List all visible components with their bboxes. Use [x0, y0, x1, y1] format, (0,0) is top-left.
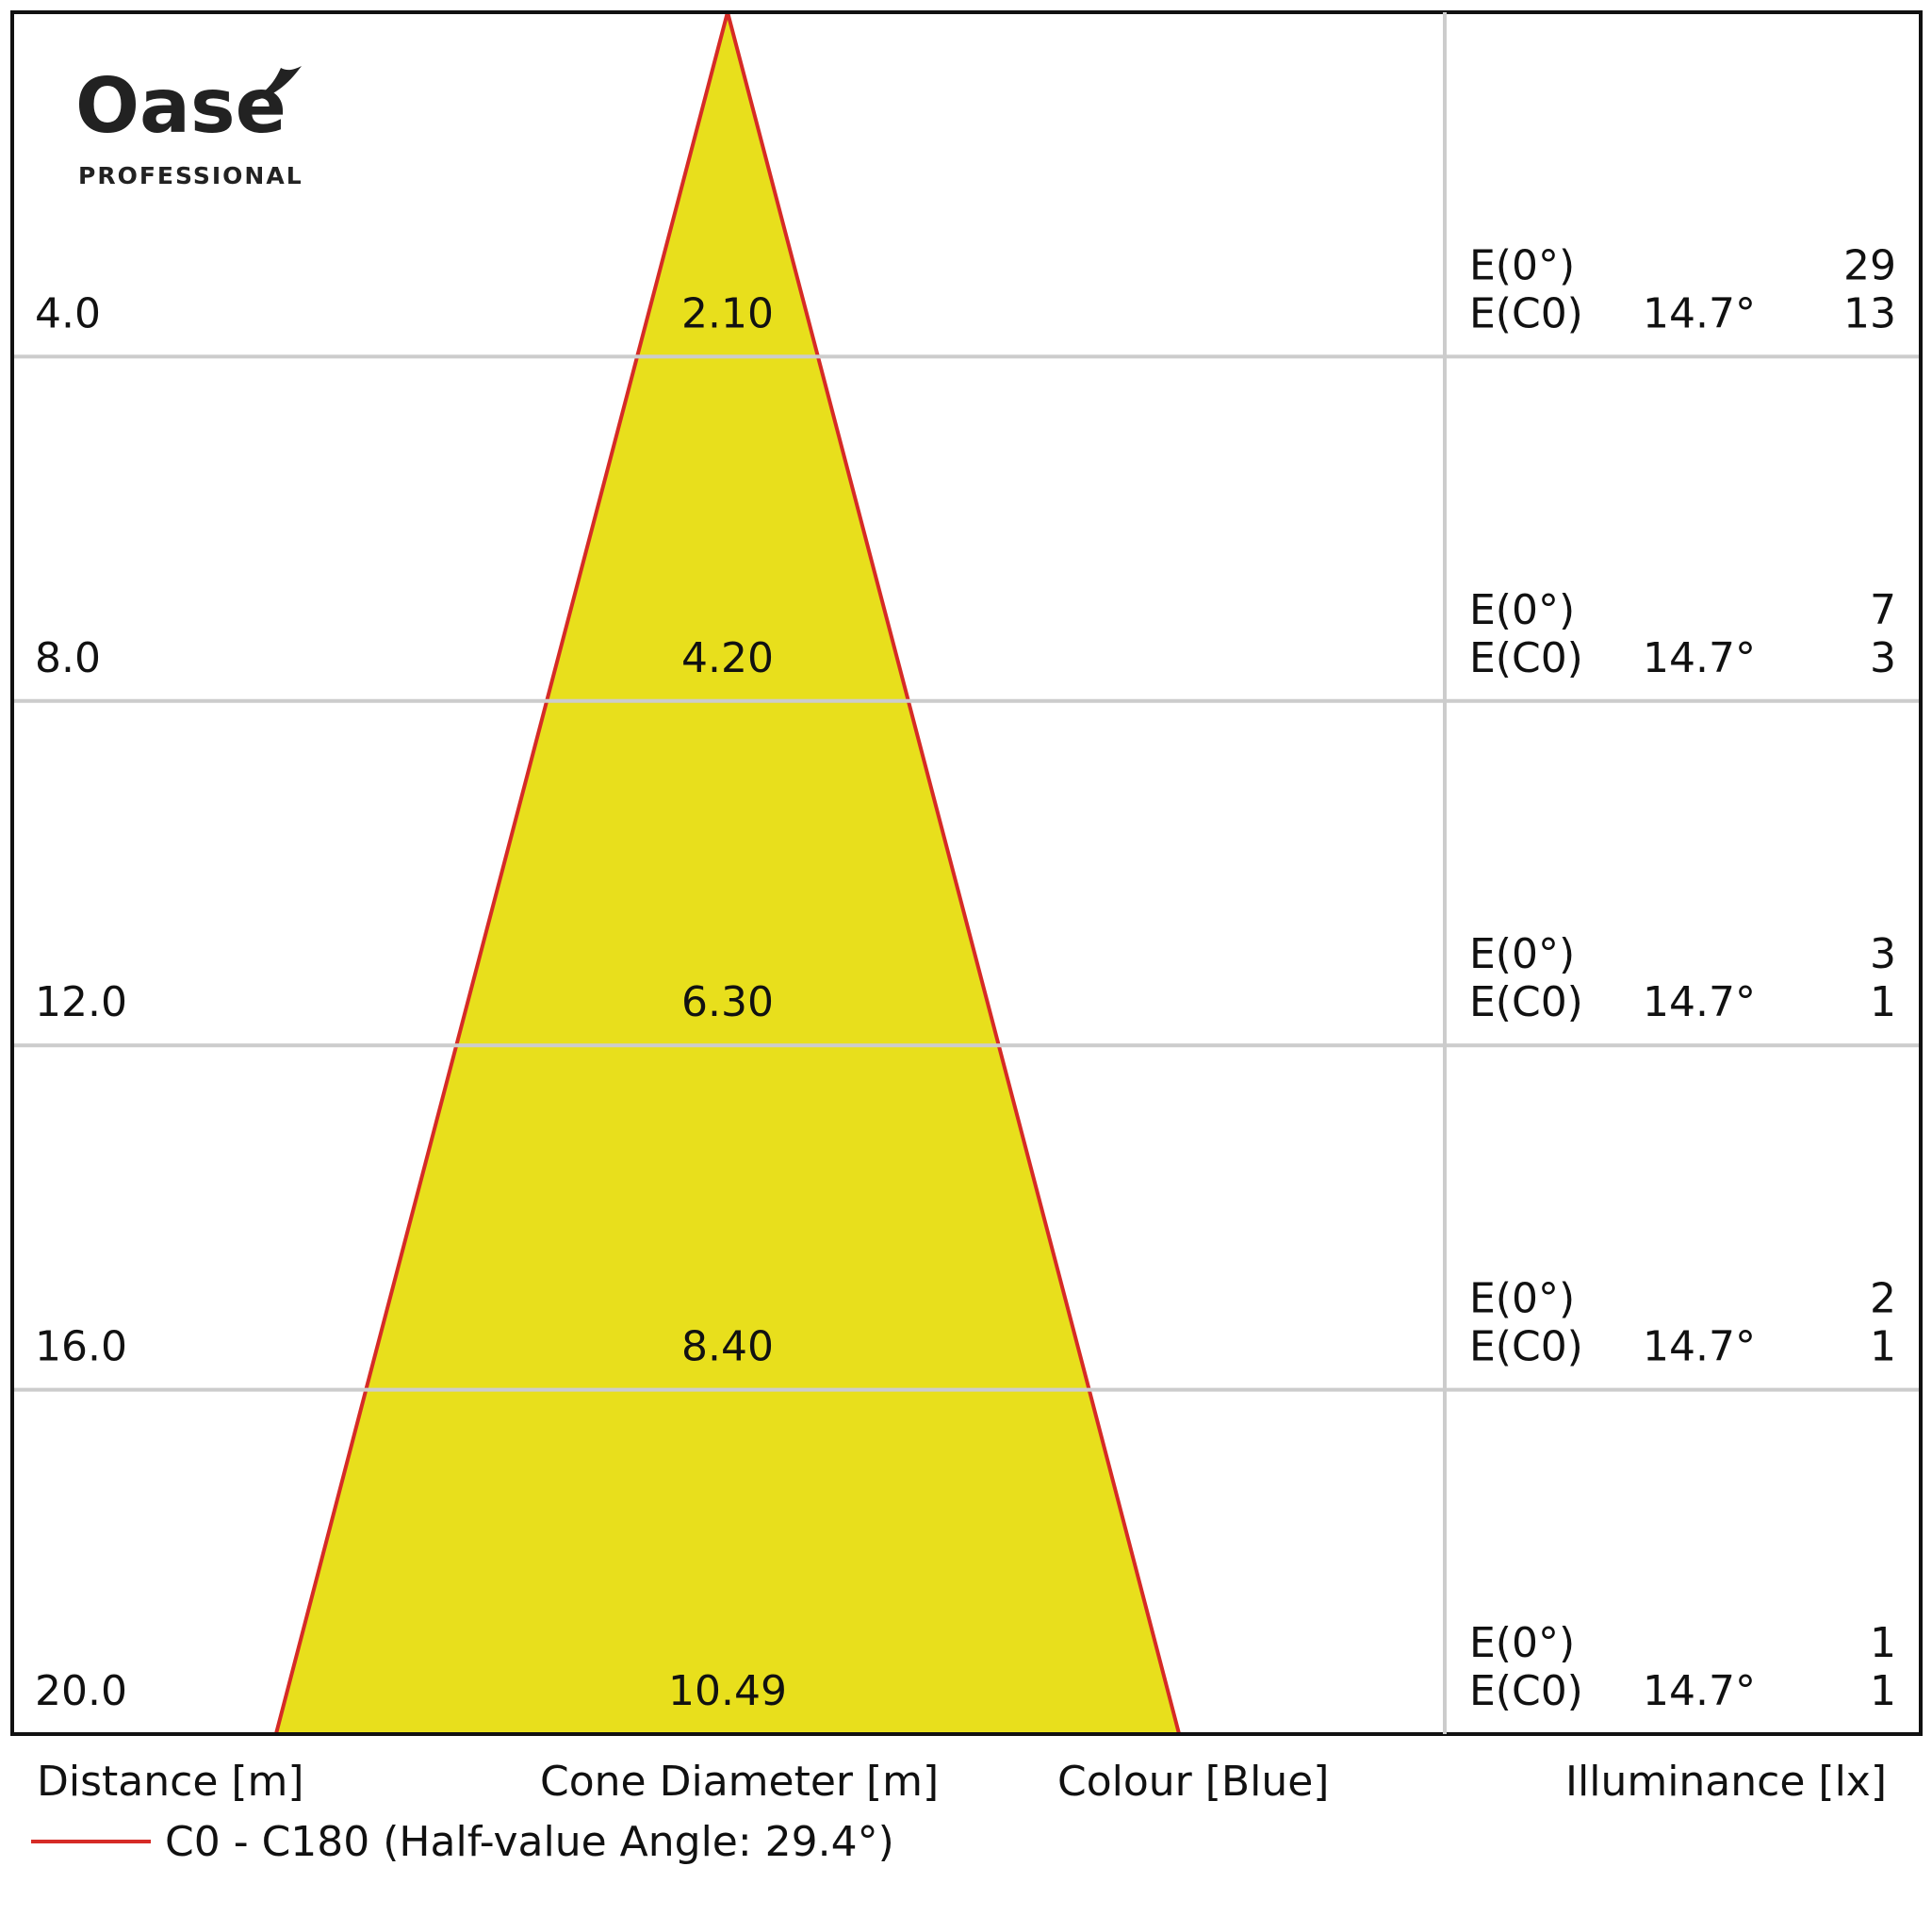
diameter-label: 6.30 — [681, 978, 774, 1026]
footer-label: Illuminance [lx] — [1565, 1758, 1887, 1806]
diameter-label: 4.20 — [681, 634, 774, 682]
e0-value: 3 — [1870, 930, 1896, 978]
grid-layer — [12, 354, 1921, 1392]
angle-label: 14.7° — [1643, 289, 1756, 337]
distance-label: 8.0 — [35, 634, 101, 682]
angle-label: 14.7° — [1643, 978, 1756, 1026]
e0-label: E(0°) — [1469, 1275, 1575, 1323]
angle-label: 14.7° — [1643, 634, 1756, 682]
e0-label: E(0°) — [1469, 586, 1575, 634]
frame — [10, 10, 1923, 1736]
footer-label: Cone Diameter [m] — [540, 1758, 939, 1806]
ec0-value: 1 — [1870, 1323, 1896, 1371]
e0-value: 7 — [1870, 586, 1896, 634]
logo-swoosh — [247, 66, 302, 102]
diameter-label: 10.49 — [668, 1667, 787, 1715]
ec0-label: E(C0) — [1469, 1667, 1583, 1715]
angle-label: 14.7° — [1643, 1667, 1756, 1715]
logo-tagline: PROFESSIONAL — [78, 162, 303, 189]
diameter-label: 8.40 — [681, 1323, 774, 1371]
e0-value: 2 — [1870, 1275, 1896, 1323]
ec0-value: 1 — [1870, 978, 1896, 1026]
e0-label: E(0°) — [1469, 1619, 1575, 1667]
ec0-value: 3 — [1870, 634, 1896, 682]
distance-label: 20.0 — [35, 1667, 127, 1715]
ec0-label: E(C0) — [1469, 289, 1583, 337]
distance-label: 4.0 — [35, 289, 101, 337]
ec0-value: 1 — [1870, 1667, 1896, 1715]
ec0-value: 13 — [1843, 289, 1896, 337]
ec0-label: E(C0) — [1469, 1323, 1583, 1371]
angle-label: 14.7° — [1643, 1323, 1756, 1371]
diameter-label: 2.10 — [681, 289, 774, 337]
legend-label: C0 - C180 (Half-value Angle: 29.4°) — [165, 1818, 894, 1866]
e0-value: 1 — [1870, 1619, 1896, 1667]
ec0-label: E(C0) — [1469, 978, 1583, 1026]
footer-label: Colour [Blue] — [1057, 1758, 1329, 1806]
logo-name: Oase — [75, 62, 287, 150]
distance-label: 16.0 — [35, 1323, 127, 1371]
ec0-label: E(C0) — [1469, 634, 1583, 682]
e0-label: E(0°) — [1469, 241, 1575, 289]
distance-label: 12.0 — [35, 978, 127, 1026]
e0-label: E(0°) — [1469, 930, 1575, 978]
footer-label: Distance [m] — [37, 1758, 304, 1806]
e0-value: 29 — [1843, 241, 1896, 289]
